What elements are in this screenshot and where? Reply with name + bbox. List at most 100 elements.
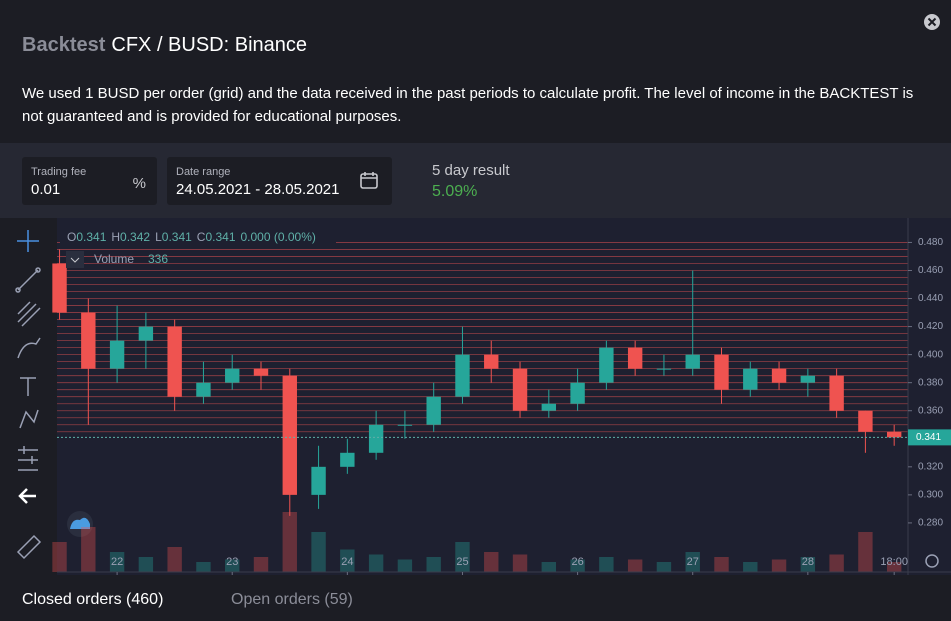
y-tick-label: 0.380 [918, 377, 943, 388]
candle-body [484, 354, 499, 369]
y-tick-label: 0.360 [918, 405, 943, 416]
legend-key: L [155, 230, 162, 244]
toolbar [0, 218, 57, 575]
volume-bar [253, 557, 269, 572]
volume-bar [138, 557, 154, 572]
volume-bar [52, 542, 67, 572]
candle-body [225, 368, 240, 383]
volume-bar [685, 552, 700, 572]
legend-value: 0.341 [162, 230, 192, 244]
candle-body [455, 354, 470, 397]
y-tick-label: 0.400 [918, 349, 943, 360]
candle-body [81, 312, 96, 369]
candle-body [886, 431, 902, 438]
volume-bar [167, 547, 182, 572]
y-tick-label: 0.280 [918, 518, 943, 529]
candle-body [743, 368, 758, 390]
field-unit: % [132, 175, 146, 192]
section-name: Backtest [22, 34, 106, 56]
legend-value: 0.342 [120, 230, 150, 244]
collapse-button[interactable] [66, 251, 84, 268]
tab-active[interactable]: Closed orders (460) [22, 591, 164, 608]
pair-name: CFX / BUSD: Binance [111, 34, 308, 56]
volume-bar [829, 554, 844, 572]
volume-bar [656, 562, 672, 572]
x-tick-label: 28 [802, 556, 814, 568]
candle-body [109, 340, 125, 369]
candle-body [426, 396, 441, 425]
result-value: 5.09% [432, 183, 478, 200]
candle-body [858, 410, 873, 432]
candle-body [340, 452, 355, 467]
volume-value: 336 [148, 252, 168, 266]
y-tick-label: 0.480 [918, 237, 943, 248]
volume-bar [541, 562, 557, 572]
volume-bar [397, 559, 413, 572]
calendar-icon [360, 172, 378, 189]
x-tick-label: 22 [111, 556, 123, 568]
date-range-field[interactable]: Date range 24.05.2021 - 28.05.2021 [167, 157, 392, 205]
legend-key: O [67, 230, 76, 244]
field-label: Trading fee [31, 166, 87, 178]
y-tick-label: 0.440 [918, 293, 943, 304]
price-chart: O0.341 H0.342 L0.341 C0.341 0.000 (0.00%) Vo… [0, 218, 951, 575]
x-tick-label: 23 [226, 556, 238, 568]
volume-bar [627, 559, 643, 572]
legend-value: 0.341 [76, 230, 106, 244]
x-tick-label: 27 [687, 556, 699, 568]
tab[interactable]: Open orders (59) [231, 591, 353, 608]
legend-key: C [197, 230, 206, 244]
legend-change: 0.000 (0.00%) [241, 230, 316, 244]
y-tick-label: 0.460 [918, 265, 943, 276]
candle-body [282, 375, 297, 495]
candle-body [397, 424, 413, 426]
candle-body [656, 368, 672, 370]
last-price-marker [908, 429, 951, 446]
x-tick-label: 18:00 [880, 556, 908, 568]
volume-bar [426, 557, 441, 572]
volume-bar [109, 552, 125, 572]
settings-strip: Trading fee 0.01 % Date range 24.05.2021… [0, 143, 951, 218]
volume-bar [225, 559, 240, 572]
volume-bar [512, 554, 528, 572]
tabs: Closed orders (460) Open orders (59) [0, 575, 951, 621]
candle-body [714, 354, 729, 390]
title: Backtest CFX / BUSD: Binance [22, 34, 307, 57]
legend-value: 0.341 [205, 230, 235, 244]
field-label: Date range [176, 166, 231, 178]
result-label: 5 day result [432, 162, 510, 179]
volume-bar [81, 527, 96, 572]
candle-body [138, 326, 154, 341]
candle-body [771, 368, 787, 383]
volume-bar [599, 557, 614, 572]
price-axis [908, 218, 951, 575]
legend-background [60, 228, 336, 246]
candle-body [512, 368, 528, 411]
toolbar-icons [15, 230, 42, 560]
x-tick-label: 26 [571, 556, 583, 568]
collapse-icon [70, 257, 80, 263]
y-tick-label: 0.320 [918, 461, 943, 472]
candle-body [52, 263, 67, 313]
last-price-label: 0.341 [916, 432, 941, 443]
volume-bar [800, 557, 816, 572]
candle-body [599, 347, 614, 383]
volume-bar [570, 559, 585, 572]
logo-cloud [70, 517, 90, 529]
candle-body [167, 326, 182, 397]
settings-icon[interactable] [925, 554, 939, 568]
candle-body [800, 375, 816, 383]
field-value: 0.01 [31, 181, 61, 198]
y-tick-label: 0.300 [918, 490, 943, 501]
volume-bar [311, 532, 326, 572]
volume-bar [282, 512, 297, 572]
field-value: 24.05.2021 - 28.05.2021 [176, 181, 340, 198]
legend-key: H [111, 230, 120, 244]
candle-body [685, 354, 700, 369]
close-button[interactable] [922, 12, 942, 32]
trading-fee-field[interactable]: Trading fee 0.01 % [22, 157, 157, 205]
volume-bar [340, 549, 355, 572]
ohlc-legend: O0.341 H0.342 L0.341 C0.341 0.000 (0.00%) [67, 230, 316, 244]
